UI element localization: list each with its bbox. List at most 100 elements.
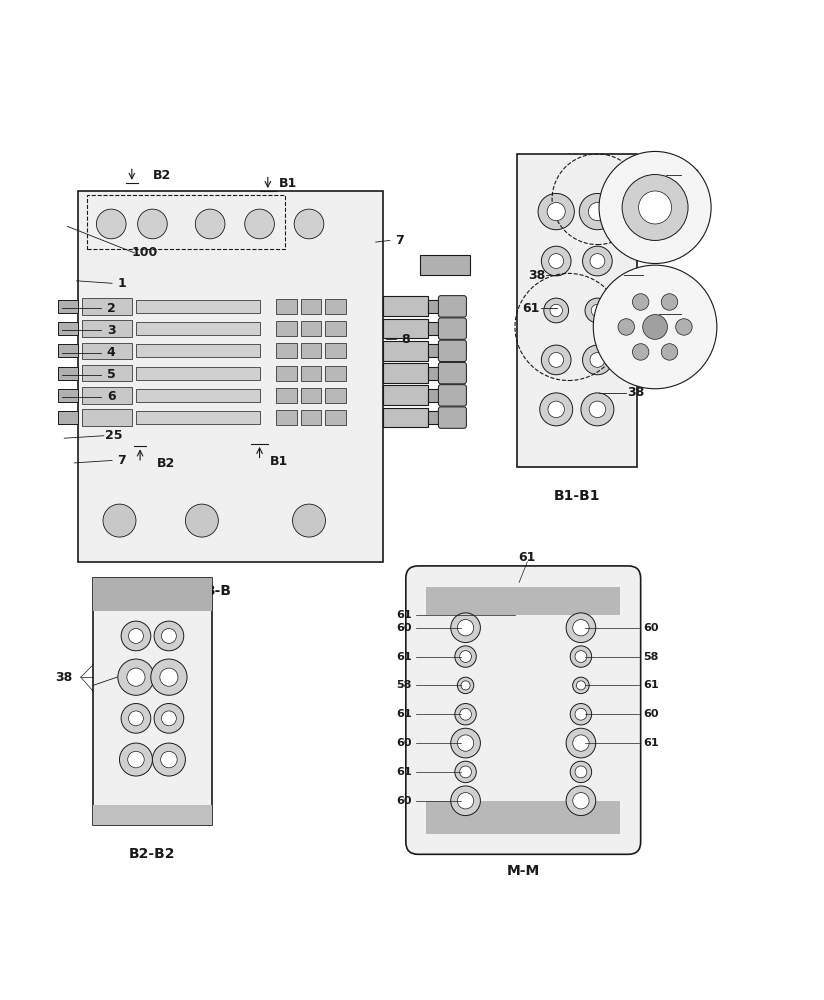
Circle shape [585, 298, 610, 323]
Circle shape [103, 504, 136, 537]
Circle shape [633, 294, 649, 310]
Text: 61: 61 [644, 680, 658, 690]
Text: B-B: B-B [205, 584, 232, 598]
Circle shape [129, 629, 143, 643]
Bar [136, 322, 260, 335]
Circle shape [160, 668, 178, 686]
Circle shape [152, 743, 185, 776]
Text: 61: 61 [396, 652, 411, 662]
Text: 5: 5 [107, 368, 115, 381]
Text: 61: 61 [518, 551, 536, 564]
Circle shape [457, 735, 474, 751]
Circle shape [162, 711, 176, 726]
Bar [276, 366, 297, 381]
Circle shape [549, 353, 564, 367]
Circle shape [549, 254, 564, 268]
FancyBboxPatch shape [405, 566, 641, 854]
Bar [276, 410, 297, 425]
Circle shape [639, 191, 672, 224]
Circle shape [538, 193, 574, 230]
Circle shape [138, 209, 167, 239]
Circle shape [128, 751, 144, 768]
Circle shape [566, 613, 596, 643]
FancyBboxPatch shape [438, 296, 466, 317]
Circle shape [590, 254, 605, 268]
Circle shape [541, 246, 571, 276]
Circle shape [195, 209, 225, 239]
Circle shape [455, 646, 476, 667]
Bar [383, 319, 428, 338]
Circle shape [540, 393, 573, 426]
Bar [383, 363, 428, 383]
Text: B1: B1 [270, 455, 288, 468]
Bar [325, 388, 346, 403]
Circle shape [661, 294, 677, 310]
Circle shape [550, 304, 562, 317]
Circle shape [451, 613, 480, 643]
Circle shape [575, 651, 587, 662]
Bar [428, 300, 441, 313]
FancyBboxPatch shape [438, 385, 466, 406]
Circle shape [127, 668, 145, 686]
Bar [420, 255, 470, 275]
Text: 38: 38 [644, 269, 661, 282]
Circle shape [293, 504, 325, 537]
Circle shape [573, 793, 589, 809]
Circle shape [573, 677, 589, 694]
Circle shape [575, 708, 587, 720]
Text: 8: 8 [401, 333, 410, 346]
Circle shape [161, 751, 177, 768]
Circle shape [151, 659, 187, 695]
Text: 3: 3 [107, 324, 115, 337]
Circle shape [129, 711, 143, 726]
Bar [82, 387, 132, 404]
Bar [301, 343, 321, 358]
Bar [82, 365, 132, 381]
Circle shape [154, 621, 184, 651]
Bar [58, 322, 78, 335]
Bar [136, 411, 260, 424]
Bar [428, 322, 441, 335]
Bar [383, 296, 428, 316]
Circle shape [570, 646, 592, 667]
Circle shape [566, 728, 596, 758]
Bar [428, 367, 441, 380]
Circle shape [573, 620, 589, 636]
Text: 2: 2 [107, 302, 115, 315]
Text: 38: 38 [682, 168, 699, 181]
Circle shape [121, 704, 151, 733]
Circle shape [245, 209, 274, 239]
Bar [276, 299, 297, 314]
Circle shape [622, 175, 688, 240]
Text: 60: 60 [396, 796, 411, 806]
Circle shape [570, 761, 592, 783]
Circle shape [460, 766, 471, 778]
Circle shape [541, 345, 571, 375]
Bar [276, 343, 297, 358]
Bar [58, 389, 78, 402]
Circle shape [643, 315, 667, 339]
Circle shape [593, 265, 717, 389]
Text: B1-B1: B1-B1 [554, 489, 600, 503]
Text: 61: 61 [396, 709, 411, 719]
Bar [301, 388, 321, 403]
Circle shape [633, 344, 649, 360]
Bar [92, 578, 213, 825]
Circle shape [581, 393, 614, 426]
Text: 61: 61 [644, 738, 658, 748]
Bar [58, 367, 78, 380]
Circle shape [618, 319, 634, 335]
Circle shape [589, 401, 606, 418]
Text: 38: 38 [528, 269, 545, 282]
Circle shape [451, 786, 480, 816]
Bar [92, 805, 213, 825]
Text: M-M: M-M [507, 864, 540, 878]
Circle shape [577, 681, 586, 690]
Text: 38: 38 [682, 307, 699, 320]
Bar [325, 343, 346, 358]
Text: 38: 38 [56, 671, 73, 684]
Bar [383, 341, 428, 361]
Circle shape [579, 193, 616, 230]
Circle shape [457, 793, 474, 809]
Bar [383, 408, 428, 427]
